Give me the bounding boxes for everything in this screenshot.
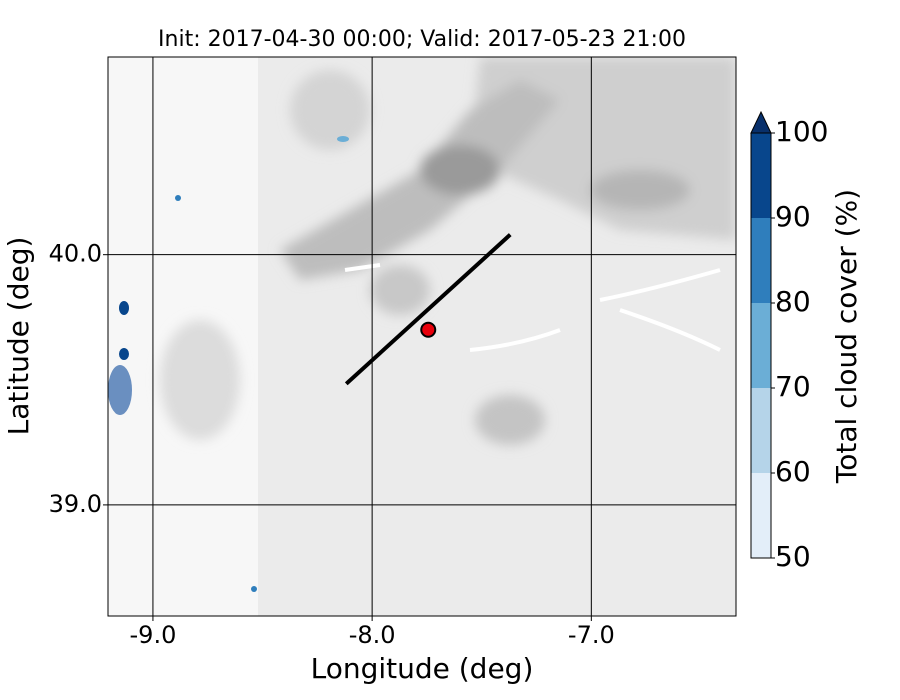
colorbar-segment: [751, 218, 771, 303]
colorbar-segment: [751, 473, 771, 558]
point-marker: [420, 321, 437, 338]
colorbar-tick-label: 80: [775, 285, 811, 318]
colorbar-segment: [751, 303, 771, 388]
y-tick-label: 40.0: [49, 240, 102, 268]
x-tick-label: -8.0: [349, 621, 396, 649]
x-tick-label: -7.0: [568, 621, 615, 649]
plot: -9.0 -8.0 -7.0 39.0 40.0 50 60 70 80 90 100: [49, 57, 828, 649]
colorbar-frame: [750, 132, 772, 559]
colorbar-tick-label: 50: [775, 540, 811, 573]
colorbar-segment: [751, 133, 771, 218]
colorbar-tick-label: 100: [775, 115, 828, 148]
colorbar-tick-label: 70: [775, 370, 811, 403]
colorbar-extend: [750, 110, 772, 134]
y-tick-label: 39.0: [49, 490, 102, 518]
axes-frame: [107, 56, 737, 617]
chart-title: Init: 2017-04-30 00:00; Valid: 2017-05-2…: [158, 27, 686, 52]
x-tick-label: -9.0: [130, 621, 177, 649]
x-axis-label: Longitude (deg): [311, 652, 534, 685]
colorbar-tick-label: 90: [775, 200, 811, 233]
colorbar-tick-label: 60: [775, 455, 811, 488]
colorbar-label: Total cloud cover (%): [830, 189, 863, 484]
terrain: [108, 57, 736, 616]
transect-line: [344, 233, 512, 386]
y-axis-label: Latitude (deg): [2, 237, 35, 436]
colorbar-segment: [751, 388, 771, 473]
